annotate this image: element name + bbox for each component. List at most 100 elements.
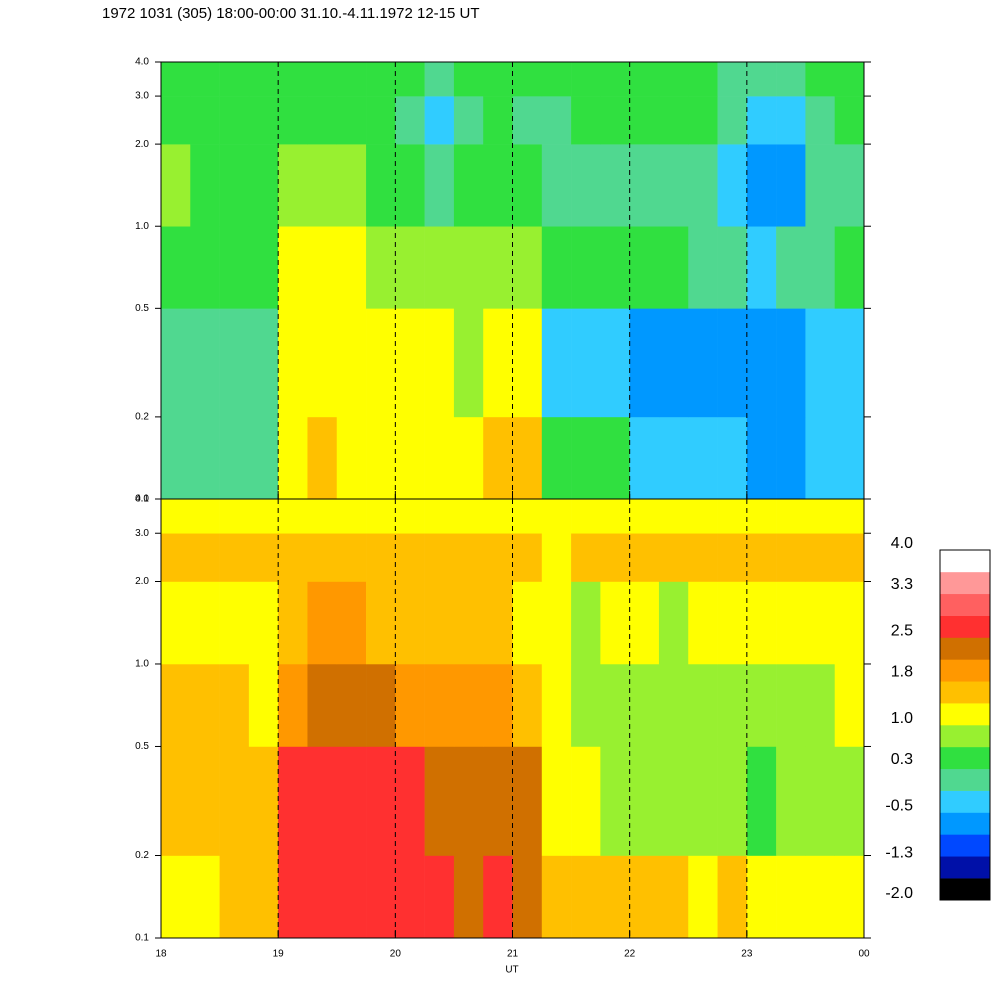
heat-cell [424,746,455,856]
colorbar-band [940,593,990,616]
x-tick-label: 20 [390,949,402,960]
colorbar-band [940,571,990,595]
heat-cell [483,746,513,856]
colorbar-band [940,725,990,748]
heat-cell [190,533,220,582]
heat-cell [483,96,513,145]
colorbar-band [940,834,990,857]
heat-cell [453,62,484,97]
colorbar-label: 3.3 [891,576,913,593]
heat-cell [600,663,630,747]
heat-cell [600,581,630,665]
heat-cell [278,308,308,418]
heat-cell [453,308,484,418]
heat-cell [717,96,748,145]
heat-cell [161,308,191,418]
heat-cell [248,226,279,309]
y-tick-label: 0.2 [135,412,149,423]
heat-cell [600,96,630,145]
heat-cell [307,416,338,500]
heat-cell [219,144,250,227]
heat-cell [278,663,308,747]
heat-cell [307,226,338,309]
colorbar-band [940,746,990,770]
heat-cell [336,746,367,856]
heat-cell [834,533,865,582]
heat-cell [278,855,308,939]
heat-cell [424,581,455,665]
heat-cell [717,855,748,939]
heat-cell [248,663,279,747]
y-tick-label: 2.0 [135,139,149,150]
heat-cell [278,581,308,665]
heat-cell [512,96,543,145]
x-tick-label: 23 [741,949,753,960]
heat-cell [541,533,572,582]
heat-cell [571,62,601,97]
heat-cell [600,144,630,227]
heat-cell [834,416,865,500]
heat-cell [629,499,660,534]
heat-cell [307,308,338,418]
heat-cell [834,144,865,227]
heat-cell [190,855,220,939]
heat-cell [366,62,396,97]
heat-cell [541,499,572,534]
heat-cell [278,96,308,145]
heat-cell [366,144,396,227]
heat-cell [834,499,865,534]
heat-cell [541,96,572,145]
heat-cell [453,96,484,145]
heat-cell [512,144,543,227]
heat-cell [366,308,396,418]
heat-cell [746,663,777,747]
heat-cell [805,499,836,534]
heat-cell [248,144,279,227]
heat-cell [717,746,748,856]
heat-cell [248,416,279,500]
heat-cell [629,62,660,97]
heat-cell [629,226,660,309]
heat-cell [688,308,718,418]
heat-cell [658,746,689,856]
colorbar-band [940,659,990,682]
heat-cell [600,855,630,939]
heat-cell [805,96,836,145]
heat-cell [483,226,513,309]
heat-cell [541,416,572,500]
heat-cell [424,96,455,145]
heat-cell [278,226,308,309]
heat-cell [336,144,367,227]
heat-cell [219,663,250,747]
heat-cell [658,581,689,665]
heat-cell [190,226,220,309]
heat-cell [219,746,250,856]
heat-cell [483,663,513,747]
heat-cell [424,416,455,500]
heat-cell [424,144,455,227]
colorbar-label: 1.8 [891,664,913,681]
heat-cell [307,144,338,227]
heat-cell [190,499,220,534]
heat-cell [483,416,513,500]
heat-cell [248,746,279,856]
heat-cell [834,226,865,309]
heat-cell [219,308,250,418]
colorbar-label: -0.5 [885,798,913,815]
heat-cell [776,533,806,582]
heat-cell [395,746,425,856]
heat-cell [717,499,748,534]
heat-cell [483,533,513,582]
heat-cell [746,96,777,145]
heat-cell [600,746,630,856]
heat-cell [746,62,777,97]
heat-cell [395,581,425,665]
heat-cell [658,62,689,97]
heat-cell [161,226,191,309]
heat-cell [805,663,836,747]
heat-cell [161,533,191,582]
heat-cell [629,144,660,227]
heat-cell [248,533,279,582]
heat-cell [688,581,718,665]
heat-cell [834,581,865,665]
